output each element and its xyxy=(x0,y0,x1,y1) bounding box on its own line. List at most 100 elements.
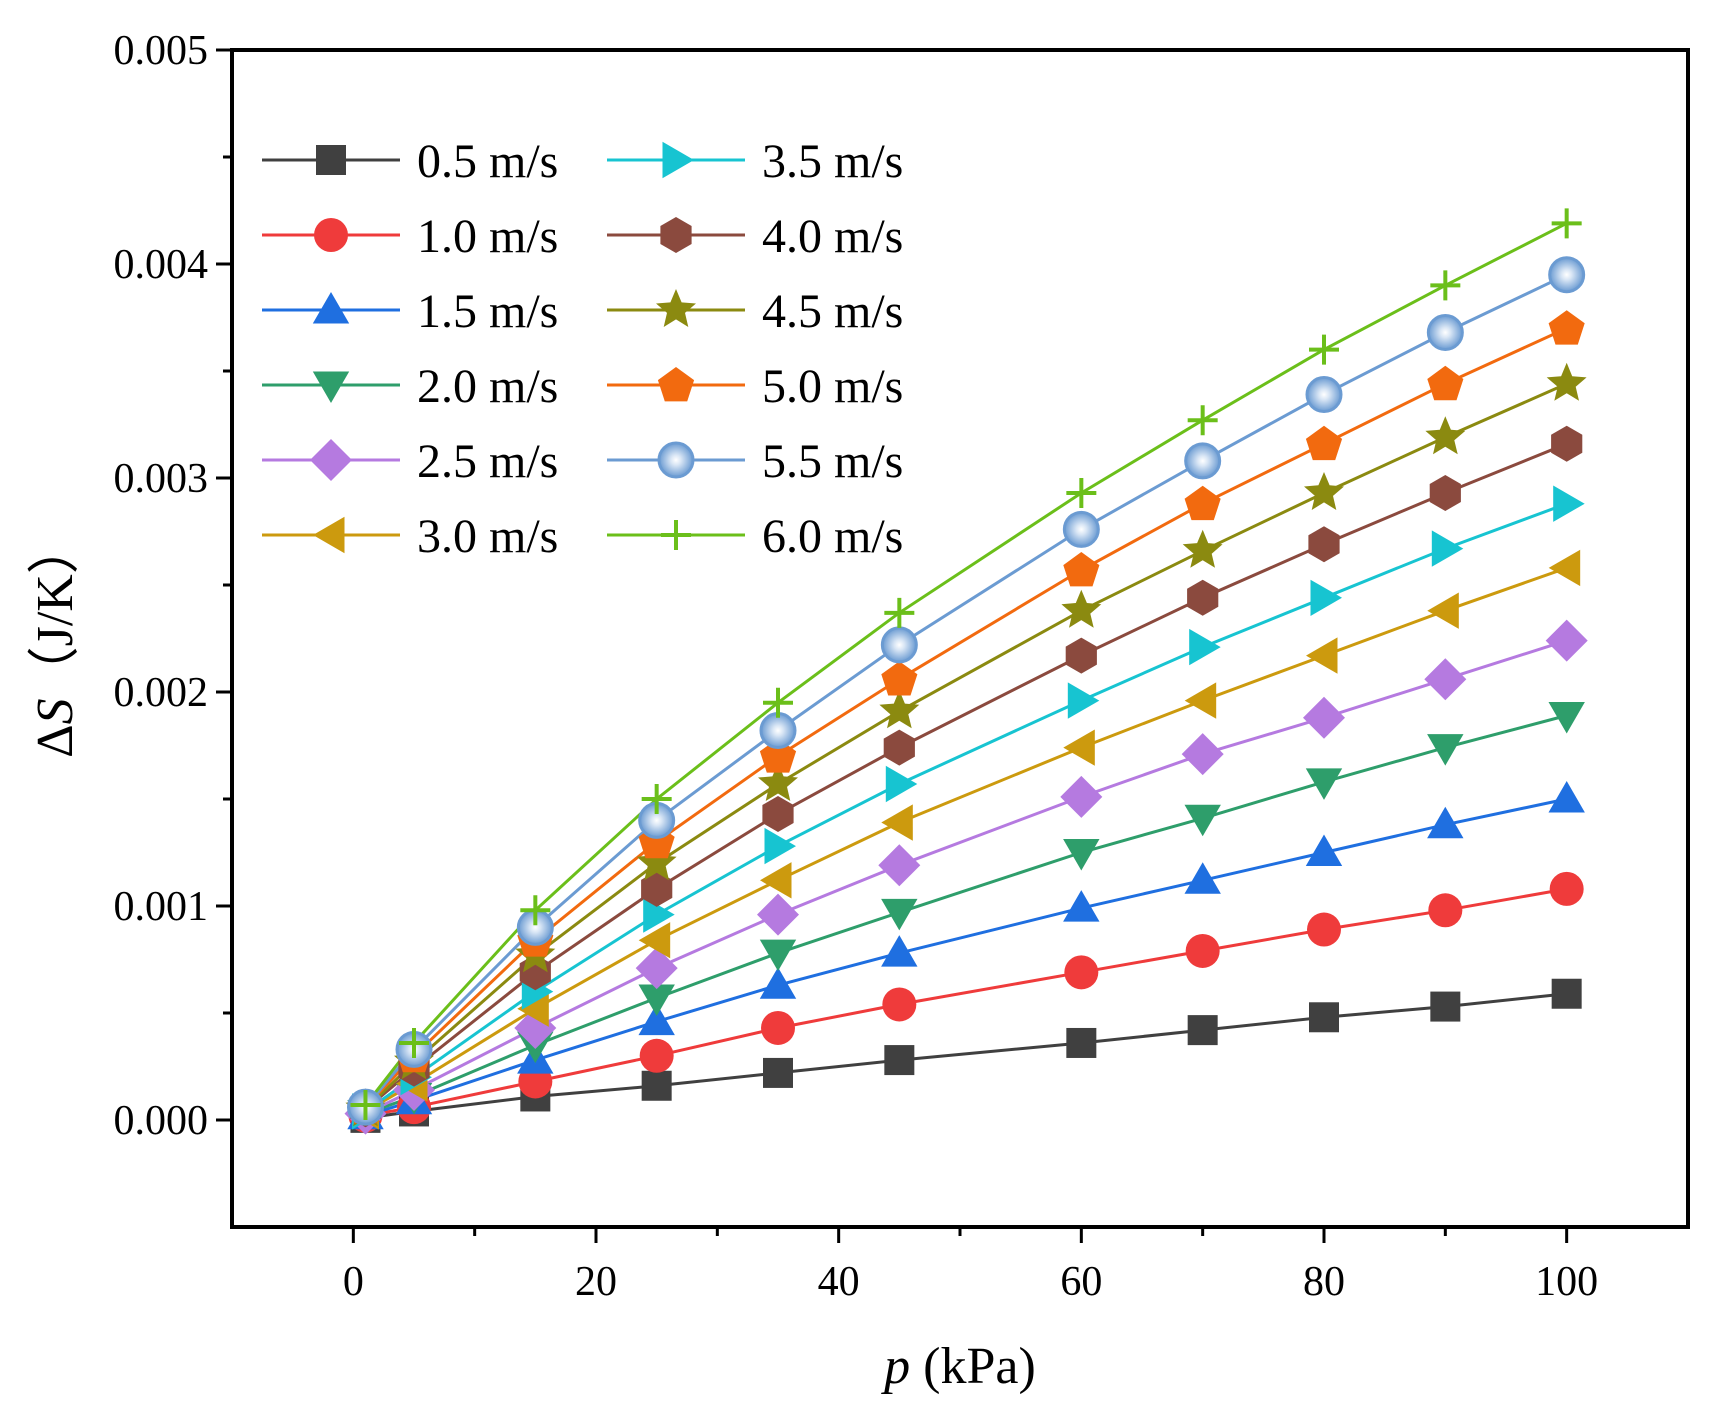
series-2-point xyxy=(1184,862,1221,894)
series-5-point xyxy=(881,804,913,841)
series-2-point xyxy=(1427,806,1464,839)
series-0-point xyxy=(1309,1002,1339,1033)
series-10-point xyxy=(1548,256,1586,294)
series-1-point xyxy=(882,987,917,1022)
x-tick-label: 20 xyxy=(575,1259,617,1305)
series-3-point xyxy=(1184,804,1221,837)
series-4-point xyxy=(1060,775,1103,818)
x-tick-label: 0 xyxy=(343,1259,364,1305)
series-10-point xyxy=(759,712,797,750)
series-11-point xyxy=(1551,208,1582,239)
series-7-point xyxy=(1308,526,1340,563)
legend-label-8: 4.5 m/s xyxy=(762,285,903,338)
series-3-point xyxy=(638,984,675,1016)
series-6-point xyxy=(1067,682,1100,719)
legend-label-0: 0.5 m/s xyxy=(417,135,558,188)
series-10-point xyxy=(1426,313,1464,351)
series-2-point xyxy=(1063,890,1100,922)
series-11-point xyxy=(763,687,793,718)
series-11-point xyxy=(399,1027,429,1058)
y-tick-label: 0.005 xyxy=(114,28,209,74)
series-9-point xyxy=(1305,425,1343,461)
series-1-point xyxy=(639,1038,674,1073)
series-0-point xyxy=(641,1070,672,1101)
series-4-point xyxy=(635,947,678,990)
series-7-point xyxy=(762,796,794,832)
series-1-point xyxy=(1185,933,1220,968)
series-11-point xyxy=(1309,334,1339,365)
series-1-point xyxy=(1307,912,1341,947)
series-3-point xyxy=(1305,768,1343,800)
series-3-point xyxy=(759,939,797,972)
series-7-point xyxy=(641,870,673,907)
legend-label-7: 4.0 m/s xyxy=(762,210,903,263)
series-9-point xyxy=(881,661,918,696)
series-2-point xyxy=(1305,834,1343,866)
series-5-point xyxy=(1184,682,1217,719)
series-0-point xyxy=(1187,1015,1218,1046)
series-2-point xyxy=(759,967,797,999)
series-5-point xyxy=(1063,729,1095,766)
series-1-point xyxy=(1064,955,1099,990)
series-5-point xyxy=(1548,549,1581,587)
legend-label-9: 5.0 m/s xyxy=(762,360,903,413)
series-4-point xyxy=(878,844,921,887)
series-5-point xyxy=(760,862,792,899)
y-tick-label: 0.000 xyxy=(114,1098,209,1144)
series-11-point xyxy=(884,597,915,628)
series-0-point xyxy=(884,1045,915,1076)
legend-marker-10 xyxy=(657,441,695,479)
x-axis-unit: (kPa) xyxy=(910,1338,1036,1395)
legend-marker-6 xyxy=(662,141,694,179)
legend-label-5: 3.0 m/s xyxy=(417,510,558,563)
legend-marker-8 xyxy=(656,289,696,327)
series-0-point xyxy=(763,1057,793,1088)
series-0-point xyxy=(1066,1027,1097,1058)
y-tick-label: 0.002 xyxy=(114,670,209,716)
series-8-point xyxy=(1546,362,1587,401)
legend-marker-5 xyxy=(313,516,345,554)
legend-label-11: 6.0 m/s xyxy=(762,510,903,563)
y-tick-label: 0.003 xyxy=(114,456,209,502)
series-7-point xyxy=(1065,637,1097,674)
series-1-point xyxy=(1549,871,1584,906)
y-axis-title: ΔS（J/K） xyxy=(27,522,84,758)
series-5-point xyxy=(1306,637,1338,674)
x-axis-variable: p xyxy=(880,1338,910,1395)
series-4-point xyxy=(1545,619,1588,662)
series-10-point xyxy=(1305,376,1343,414)
series-7-point xyxy=(1551,425,1583,462)
series-4-point xyxy=(1424,658,1467,701)
x-tick-label: 100 xyxy=(1535,1259,1598,1305)
series-10-point xyxy=(1184,442,1222,480)
series-9-point xyxy=(1184,485,1221,521)
series-10-point xyxy=(1062,510,1100,548)
series-4-point xyxy=(1181,733,1224,776)
series-6-point xyxy=(1553,485,1585,522)
legend: 0.5 m/s 1.0 m/s 1.5 m/s 2.0 m/s 2.5 m/s 3.0 m… xyxy=(262,135,903,563)
series-5-point xyxy=(517,990,549,1027)
series-markers xyxy=(344,208,1588,1135)
y-axis-unit: （J/K） xyxy=(27,522,84,698)
series-6-point xyxy=(885,765,918,803)
legend-label-10: 5.5 m/s xyxy=(762,435,903,488)
series-11-point xyxy=(1187,405,1218,436)
series-8-point xyxy=(879,690,920,729)
y-tick-label: 0.004 xyxy=(114,242,209,288)
series-11-point xyxy=(641,784,672,814)
series-5-point xyxy=(638,922,671,959)
series-5-point xyxy=(1427,592,1459,629)
legend-marker-4 xyxy=(310,439,352,481)
y-tick-label: 0.001 xyxy=(114,884,209,930)
series-3-point xyxy=(1063,839,1100,871)
legend-marker-7 xyxy=(660,217,692,253)
legend-marker-0 xyxy=(316,145,346,175)
axis-ticks: 0 20 40 60 80 100 0.000 0.001 0.002 0.003 0.004 0.0… xyxy=(114,28,1599,1305)
y-axis-delta: Δ xyxy=(27,724,84,757)
series-7-point xyxy=(1187,579,1219,616)
series-8-point xyxy=(1182,529,1223,568)
series-4-point xyxy=(1303,696,1345,739)
series-3-point xyxy=(1548,702,1585,734)
legend-label-4: 2.5 m/s xyxy=(417,435,558,488)
